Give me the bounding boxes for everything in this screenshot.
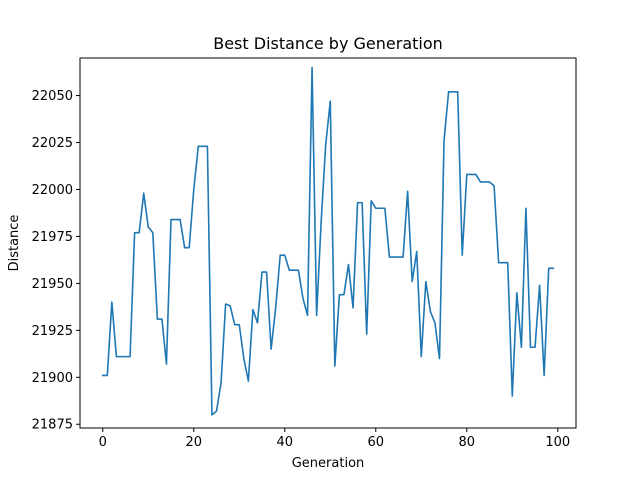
x-tick-label: 60 bbox=[368, 435, 385, 450]
y-tick-label: 22050 bbox=[32, 89, 73, 104]
series-line bbox=[101, 66, 555, 416]
y-tick-label: 22000 bbox=[32, 183, 73, 198]
y-tick-label: 21950 bbox=[32, 277, 73, 292]
x-tick-label: 20 bbox=[185, 435, 202, 450]
y-tick-label: 21900 bbox=[32, 371, 73, 386]
x-axis-ticks: 0 20 40 60 80 100 bbox=[99, 428, 570, 450]
x-tick-label: 80 bbox=[459, 435, 476, 450]
plot-area bbox=[101, 66, 555, 416]
y-tick-label: 21925 bbox=[32, 324, 73, 339]
y-axis-ticks: 21875 21900 21925 21950 21975 22000 22025 22050 bbox=[32, 89, 80, 433]
x-tick-label: 100 bbox=[545, 435, 570, 450]
chart-title: Best Distance by Generation bbox=[213, 34, 443, 53]
y-tick-label: 22025 bbox=[32, 136, 73, 151]
x-axis-label: Generation bbox=[292, 456, 365, 471]
x-tick-label: 40 bbox=[276, 435, 293, 450]
axes-frame bbox=[79, 57, 577, 429]
y-tick-label: 21975 bbox=[32, 230, 73, 245]
y-axis-label: Distance bbox=[7, 215, 22, 272]
x-tick-label: 0 bbox=[99, 435, 107, 450]
y-tick-label: 21875 bbox=[32, 418, 73, 433]
